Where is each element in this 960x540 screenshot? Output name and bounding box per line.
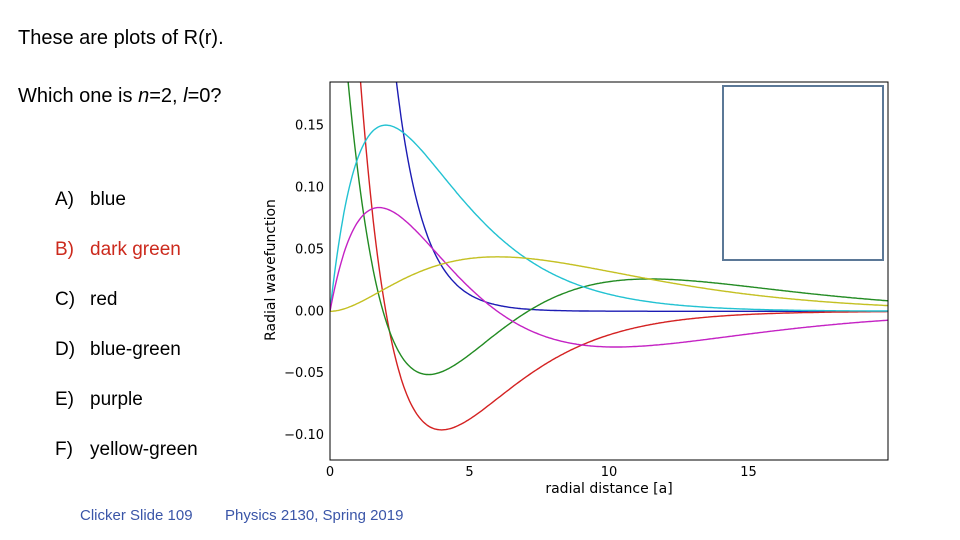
question-prefix: Which one is xyxy=(18,85,139,107)
series-line-purple xyxy=(330,206,888,348)
option-b[interactable]: B) dark green xyxy=(55,239,181,261)
n-symbol: n xyxy=(138,85,150,107)
axis-ticks: 0 5 10 15 0.15 0.10 0.05 0.00 −0.05 −0.10 xyxy=(284,118,757,480)
y-tick-label: 0.10 xyxy=(295,180,324,195)
legend-box xyxy=(722,85,884,261)
option-f[interactable]: F) yellow-green xyxy=(55,439,198,461)
option-letter: A) xyxy=(55,189,74,210)
x-tick-label: 10 xyxy=(601,465,618,480)
question-text: Which one is n=2, l=0? xyxy=(18,85,222,108)
option-text: purple xyxy=(90,389,143,410)
series-line-dark-green xyxy=(347,82,888,376)
option-text: blue xyxy=(90,189,126,210)
option-text: dark green xyxy=(90,239,181,260)
slide-title: These are plots of R(r). xyxy=(18,27,224,49)
footer-slide-number: Clicker Slide 109 xyxy=(80,507,193,524)
series-line-blue-green xyxy=(330,124,888,312)
l-symbol: l xyxy=(183,85,188,107)
y-tick-label: 0.00 xyxy=(295,304,324,319)
option-text: yellow-green xyxy=(90,439,198,460)
y-tick-label: −0.05 xyxy=(284,366,324,381)
option-c[interactable]: C) red xyxy=(55,289,117,311)
option-text: red xyxy=(90,289,118,310)
option-letter: D) xyxy=(55,339,76,360)
y-tick-label: 0.15 xyxy=(295,118,324,133)
option-letter: B) xyxy=(55,239,74,260)
series-line-red xyxy=(359,82,888,431)
series-layer xyxy=(330,82,888,431)
l-value: =0? xyxy=(187,85,222,107)
plot-frame xyxy=(329,81,889,461)
option-letter: C) xyxy=(55,289,76,310)
y-axis-label: Radial wavefunction xyxy=(263,199,279,341)
x-tick-label: 15 xyxy=(740,465,757,480)
option-d[interactable]: D) blue-green xyxy=(55,339,181,361)
n-value: =2, xyxy=(149,85,184,107)
x-tick-label: 5 xyxy=(465,465,473,480)
y-tick-label: 0.05 xyxy=(295,242,324,257)
option-a[interactable]: A) blue xyxy=(55,189,126,211)
series-line-yellow-green xyxy=(330,256,888,312)
x-tick-label: 0 xyxy=(326,465,334,480)
x-axis-label: radial distance [a] xyxy=(545,481,672,497)
option-text: blue-green xyxy=(90,339,181,360)
option-e[interactable]: E) purple xyxy=(55,389,143,411)
y-tick-label: −0.10 xyxy=(284,428,324,443)
option-letter: F) xyxy=(55,439,73,460)
option-letter: E) xyxy=(55,389,74,410)
footer-course: Physics 2130, Spring 2019 xyxy=(225,507,404,524)
series-line-blue xyxy=(395,82,888,312)
